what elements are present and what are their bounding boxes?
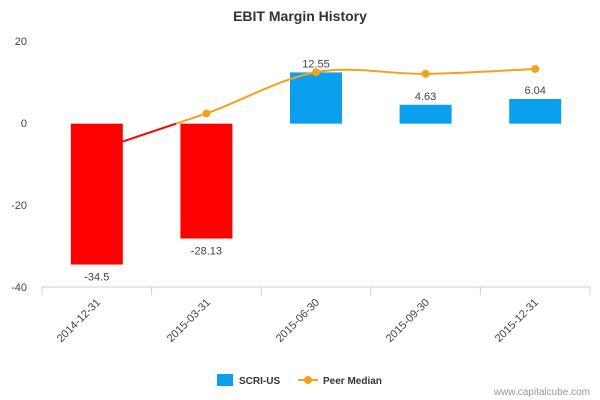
y-tick-label: -20 [11, 200, 27, 212]
legend-marker [304, 376, 312, 384]
data-labels: -34.5 -28.13 12.55 4.63 6.04 [84, 58, 546, 283]
bar [70, 123, 123, 265]
legend-swatch-bar [217, 374, 233, 386]
peer-median-point [312, 68, 320, 77]
bar [399, 104, 452, 124]
legend-label-scri: SCRI-US [239, 376, 280, 387]
chart-title: EBIT Margin History [233, 8, 367, 24]
data-label: 12.55 [302, 58, 330, 70]
x-axis-labels: 2014-12-31 2015-03-31 2015-06-30 2015-09… [55, 297, 541, 345]
peer-median-line-segment [175, 112, 207, 125]
x-tick-label: 2015-09-30 [384, 297, 432, 345]
bar-series [70, 72, 562, 265]
legend-item-peer-median[interactable]: Peer Median [298, 376, 382, 387]
x-tick-label: 2015-06-30 [274, 297, 322, 345]
y-axis: 20 0 -20 -40 [11, 36, 27, 294]
peer-median-line [206, 67, 536, 115]
legend[interactable]: SCRI-US Peer Median [217, 374, 382, 387]
data-label: 4.63 [415, 91, 436, 103]
x-tick-label: 2014-12-31 [55, 297, 103, 345]
bar [180, 123, 233, 239]
bar [290, 72, 342, 124]
data-label: -28.13 [191, 246, 222, 258]
data-label: 6.04 [524, 85, 545, 97]
line-series [96, 64, 540, 152]
legend-label-peer-median: Peer Median [323, 376, 382, 387]
legend-item-scri[interactable]: SCRI-US [217, 374, 280, 387]
credit-text[interactable]: www.capitalcube.com [493, 387, 590, 398]
peer-median-point [421, 69, 430, 78]
x-tick-label: 2015-12-31 [493, 297, 541, 345]
peer-median-line-negative [96, 122, 177, 152]
bar [509, 99, 562, 124]
y-tick-label: -40 [11, 282, 27, 294]
y-tick-label: 0 [21, 118, 27, 130]
y-tick-label: 20 [15, 36, 27, 48]
peer-median-point [202, 109, 211, 118]
peer-median-point [531, 64, 540, 73]
x-tick-label: 2015-03-31 [165, 297, 213, 345]
data-label: -34.5 [84, 272, 109, 284]
x-tick-marks [41, 287, 591, 295]
